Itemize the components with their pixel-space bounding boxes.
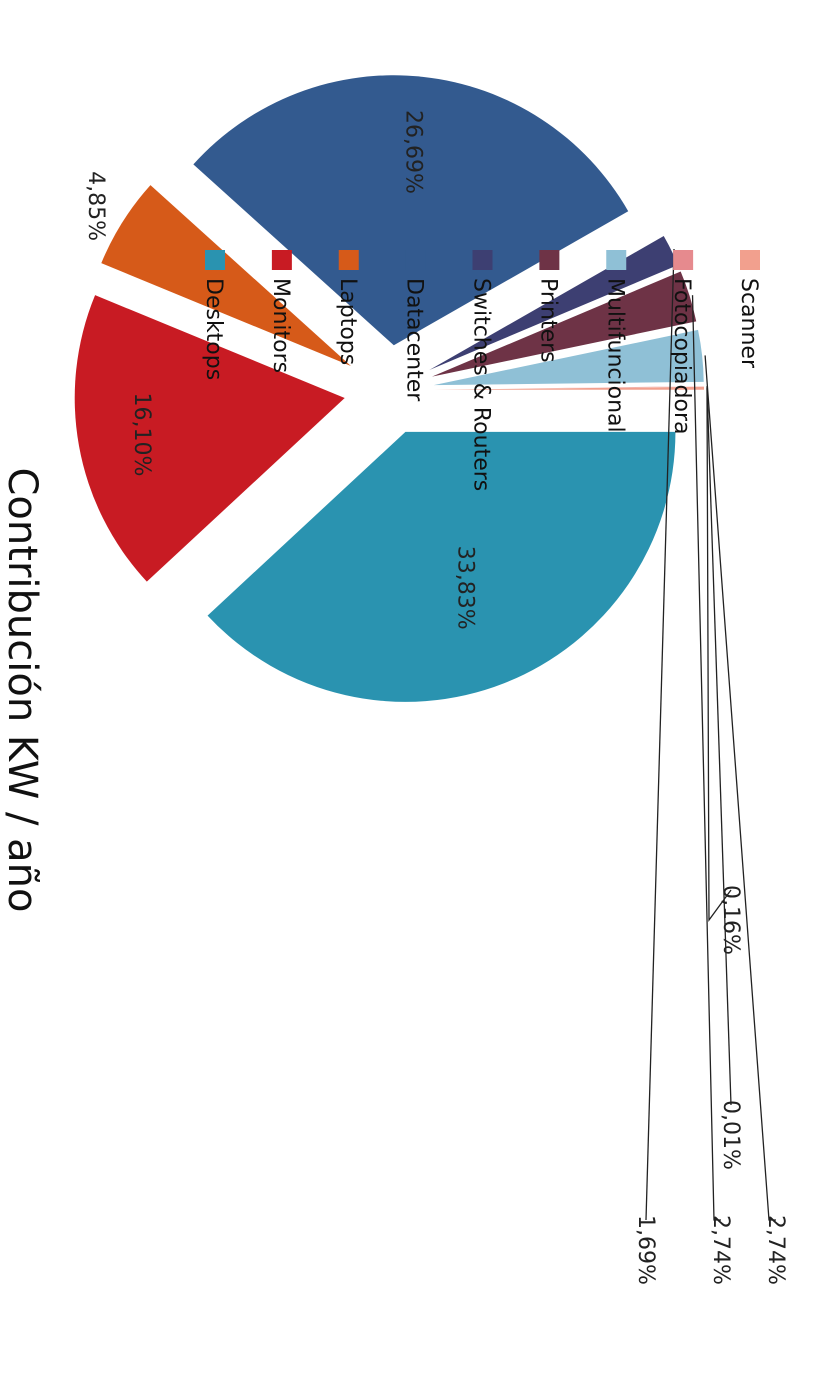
leader-line: [691, 295, 721, 1221]
legend-label: Desktops: [201, 278, 226, 380]
legend-label: Multifuncional: [602, 278, 627, 433]
slice-label: 1,69%: [633, 1215, 658, 1285]
slice-label: 16,10%: [129, 393, 154, 477]
leader-line: [706, 386, 732, 1106]
legend-label: Scanner: [736, 278, 761, 369]
pie-slice-fotocopiadora: [433, 386, 704, 390]
chart-title: Contribución KW / año: [0, 468, 45, 913]
legend-label: Switches & Routers: [469, 278, 494, 491]
legend-swatch: [271, 250, 292, 270]
leader-line: [645, 248, 675, 1221]
legend-label: Datacenter: [402, 278, 427, 402]
legend-swatch: [673, 250, 694, 270]
pie-slice-desktops: [207, 431, 676, 702]
legend-swatch: [539, 250, 560, 270]
leader-line: [704, 355, 776, 1221]
slice-label: 2,74%: [763, 1215, 788, 1285]
legend-label: Fotocopiadora: [669, 278, 694, 434]
legend-label: Monitors: [268, 278, 293, 373]
leader-line: [706, 388, 732, 922]
slice-label: 2,74%: [708, 1215, 733, 1285]
slice-label: 4,85%: [83, 171, 108, 241]
slice-label: 33,83%: [453, 546, 478, 630]
pie-slice-datacenter: [193, 75, 629, 346]
percentage-labels: 33,83% 16,10% 4,85% 26,69% 1,69% 2,74% 2,74% 0,…: [83, 110, 788, 1285]
legend-swatch: [740, 250, 760, 270]
pie-slices: [74, 75, 704, 702]
pie-slice-multifuncional: [433, 329, 704, 386]
legend-label: Laptops: [335, 278, 360, 365]
legend-label: Printers: [535, 278, 560, 363]
legend: Desktops Monitors Laptops Datacenter Switche…: [201, 250, 761, 491]
slice-label: 26,69%: [401, 110, 426, 194]
pie-slice-monitors: [74, 295, 345, 582]
legend-swatch: [472, 250, 493, 270]
legend-swatch: [205, 250, 225, 270]
pie-slice-printers: [431, 271, 697, 377]
leader-lines: [645, 248, 776, 1221]
legend-swatch: [405, 250, 426, 270]
pie-slice-scanner: [433, 386, 704, 390]
legend-swatch: [338, 250, 359, 270]
legend-swatch: [606, 250, 627, 270]
pie-slice-laptops: [101, 185, 351, 367]
slice-label: 0,16%: [718, 885, 743, 955]
slice-label: 0,01%: [718, 1100, 743, 1170]
